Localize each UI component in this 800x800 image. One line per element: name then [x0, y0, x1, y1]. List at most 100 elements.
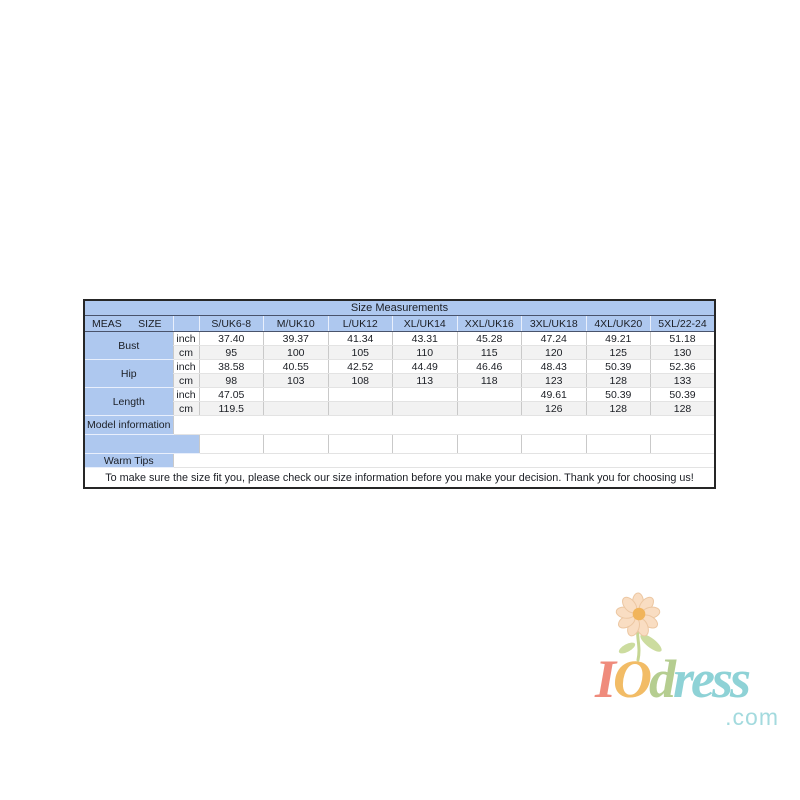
brand-tld: .com [725, 704, 779, 730]
value-cell: 48.43 [521, 359, 586, 374]
value-cell: 42.52 [327, 359, 393, 374]
value-cell: 37.40 [198, 331, 264, 346]
row-label-hip: Hip [84, 359, 173, 388]
row-label-length: Length [84, 387, 173, 416]
table-row-length-inch: Length inch 47.05 49.61 50.39 50.39 [84, 387, 715, 416]
value-cell: 40.55 [263, 359, 328, 374]
unit-cell: inch [172, 331, 199, 346]
row-label-bust: Bust [84, 331, 173, 360]
table-row-model-information: Model information [84, 415, 715, 435]
column-header: 5XL/22-24 [650, 315, 715, 332]
value-cell: 44.49 [392, 359, 457, 374]
size-measurements-table: Size Measurements MEAS SIZE S/UK6-8 M/UK… [83, 299, 716, 489]
unit-cell: cm [172, 345, 199, 360]
value-cell: 98 [198, 373, 264, 388]
brand-letter-o: O [613, 649, 652, 709]
value-cell [456, 401, 522, 416]
value-cell: 38.58 [198, 359, 264, 374]
table-title-row: Size Measurements [84, 300, 715, 316]
value-cell: 100 [263, 345, 328, 360]
empty-cell [392, 434, 457, 454]
value-cell: 113 [392, 373, 457, 388]
unit-cell: cm [172, 373, 199, 388]
column-header: M/UK10 [263, 315, 328, 332]
value-cell: 50.39 [650, 387, 715, 402]
value-cell: 41.34 [327, 331, 393, 346]
value-cell: 123 [521, 373, 586, 388]
size-label: SIZE [138, 317, 162, 330]
unit-column-header [172, 315, 199, 332]
column-header: S/UK6-8 [198, 315, 264, 332]
value-cell [263, 387, 328, 402]
value-cell [327, 387, 393, 402]
value-cell: 118 [456, 373, 522, 388]
table-row-empty [84, 434, 715, 454]
value-cell: 110 [392, 345, 457, 360]
warm-tips-value-area [172, 453, 715, 468]
table-row-warm-tips: Warm Tips [84, 453, 715, 468]
value-cell: 45.28 [456, 331, 522, 346]
value-cell: 133 [650, 373, 715, 388]
value-cell: 51.18 [650, 331, 715, 346]
table-header-row: MEAS SIZE S/UK6-8 M/UK10 L/UK12 XL/UK14 … [84, 315, 715, 332]
table-row-hip-inch: Hip inch 38.58 40.55 42.52 44.49 46.46 4… [84, 359, 715, 388]
value-cell: 50.39 [585, 359, 651, 374]
unit-cell: cm [172, 401, 199, 416]
table-title: Size Measurements [84, 300, 715, 316]
value-cell: 105 [327, 345, 393, 360]
value-cell: 49.21 [585, 331, 651, 346]
value-cell: 130 [650, 345, 715, 360]
value-cell: 49.61 [521, 387, 586, 402]
value-cell [456, 387, 522, 402]
empty-label-cell [84, 434, 199, 454]
brand-letters-ress: ress [673, 649, 751, 709]
empty-cell [521, 434, 586, 454]
unit-cell: inch [172, 359, 199, 374]
value-cell: 128 [650, 401, 715, 416]
value-cell: 46.46 [456, 359, 522, 374]
model-information-value-area [172, 415, 715, 435]
value-cell: 103 [263, 373, 328, 388]
value-cell: 50.39 [585, 387, 651, 402]
column-header: 3XL/UK18 [521, 315, 586, 332]
value-cell: 47.24 [521, 331, 586, 346]
empty-cell [650, 434, 715, 454]
empty-cell [263, 434, 328, 454]
value-cell [263, 401, 328, 416]
empty-cell [585, 434, 651, 454]
value-cell: 120 [521, 345, 586, 360]
value-cell [327, 401, 393, 416]
empty-cell [198, 434, 264, 454]
brand-letter-i: I [595, 649, 616, 709]
value-cell: 126 [521, 401, 586, 416]
row-label-warm-tips: Warm Tips [84, 453, 173, 468]
value-cell: 119.5 [198, 401, 264, 416]
meas-size-corner-cell: MEAS SIZE [84, 315, 173, 332]
value-cell [392, 401, 457, 416]
value-cell: 47.05 [198, 387, 264, 402]
brand-letter-d: d [649, 649, 676, 709]
daisy-flower-icon [615, 592, 662, 662]
value-cell: 39.37 [263, 331, 328, 346]
row-label-model-information: Model information [84, 415, 173, 435]
table-footer-row: To make sure the size fit you, please ch… [84, 468, 715, 489]
column-header: L/UK12 [327, 315, 393, 332]
value-cell: 125 [585, 345, 651, 360]
empty-cell [456, 434, 522, 454]
column-header: 4XL/UK20 [585, 315, 651, 332]
column-header: XL/UK14 [392, 315, 457, 332]
value-cell: 128 [585, 373, 651, 388]
column-header: XXL/UK16 [456, 315, 522, 332]
table-row-length-cm: cm 119.5 126 128 128 [84, 401, 715, 416]
meas-label: MEAS [92, 317, 122, 330]
value-cell [392, 387, 457, 402]
table-row-bust-cm: cm 95 100 105 110 115 120 125 130 [84, 345, 715, 360]
value-cell: 108 [327, 373, 393, 388]
value-cell: 95 [198, 345, 264, 360]
value-cell: 128 [585, 401, 651, 416]
value-cell: 115 [456, 345, 522, 360]
iodress-logo: IOdress .com [592, 590, 787, 742]
table-row-bust-inch: Bust inch 37.40 39.37 41.34 43.31 45.28 … [84, 331, 715, 360]
footer-note: To make sure the size fit you, please ch… [105, 471, 694, 484]
